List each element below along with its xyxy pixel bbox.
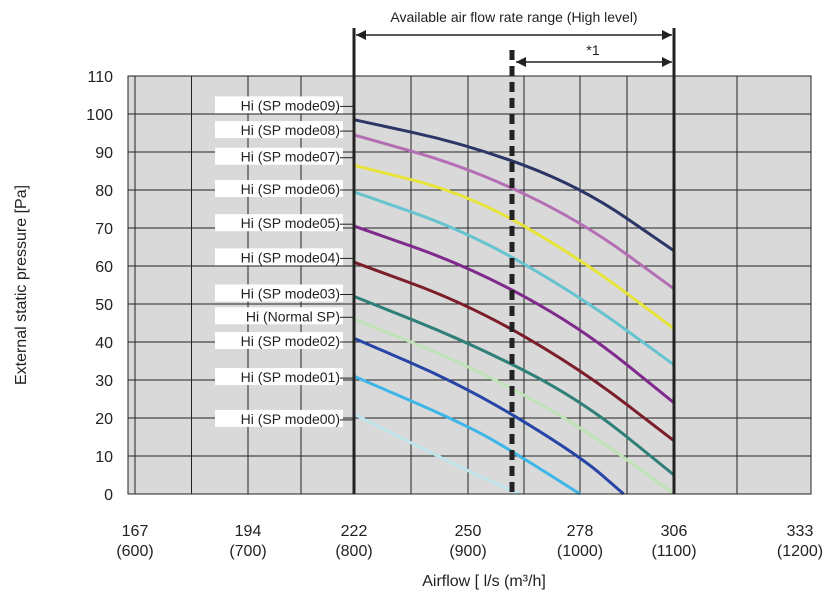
curve-label-bg	[215, 332, 343, 349]
series-line-0	[353, 118, 675, 253]
curve-label: Hi (SP mode00)	[241, 411, 340, 427]
x-axis-ticks: 167 (600) 194 (700) 222 (800) 250 (900) 278 (1000…	[116, 523, 823, 560]
series-line-3	[353, 190, 675, 367]
series-line-5	[353, 260, 675, 442]
y-tick-label: 100	[86, 107, 113, 124]
note-annotation-label: *1	[586, 42, 599, 58]
x-tick-sublabel: (1000)	[557, 543, 603, 560]
curve-label: Hi (SP mode08)	[241, 122, 340, 138]
x-tick-label: 278	[567, 523, 594, 540]
x-tick-sublabel: (1200)	[777, 543, 823, 560]
y-tick-label: 20	[95, 411, 113, 428]
curve-labels: Hi (SP mode09) Hi (SP mode08) Hi (SP mode0…	[215, 96, 354, 427]
x-tick-sublabel: (900)	[449, 543, 486, 560]
x-tick-sublabel: (600)	[116, 543, 153, 560]
curve-label: Hi (SP mode05)	[241, 215, 340, 231]
curve-label-bg	[215, 147, 343, 165]
curve-label: Hi (SP mode09)	[241, 97, 340, 113]
curve-label: Hi (SP mode04)	[241, 249, 340, 265]
series-line-9	[353, 374, 581, 496]
curve-label: Hi (Normal SP)	[246, 308, 340, 324]
x-tick-label: 333	[787, 523, 814, 540]
series-line-1	[353, 133, 675, 291]
y-tick-label: 60	[95, 259, 113, 276]
x-tick-label: 222	[341, 523, 368, 540]
x-tick-sublabel: (1100)	[651, 543, 696, 560]
x-tick-label: 306	[661, 523, 688, 540]
curve-label-bg	[215, 368, 343, 386]
x-tick-sublabel: (700)	[229, 543, 266, 560]
curve-label-bg	[215, 409, 343, 427]
x-tick-label: 250	[455, 523, 482, 540]
arrowhead-left	[516, 57, 526, 67]
curve-label-bg	[215, 284, 343, 302]
y-axis-ticks: 0 10 20 30 40 50 60 70 80 90 100 110	[86, 69, 113, 504]
curve-label-bg	[215, 307, 343, 325]
y-tick-label: 30	[95, 373, 113, 390]
x-tick-sublabel: (800)	[335, 543, 372, 560]
range-annotation-label: Available air flow rate range (High leve…	[390, 9, 637, 25]
y-tick-label: 40	[95, 335, 113, 352]
y-tick-label: 80	[95, 183, 113, 200]
y-tick-label: 50	[95, 297, 113, 314]
y-tick-label: 90	[95, 145, 113, 162]
curve-label-bg	[215, 180, 343, 197]
y-tick-label: 110	[87, 69, 113, 86]
x-tick-label: 194	[235, 523, 262, 540]
curve-label: Hi (SP mode06)	[241, 181, 340, 197]
y-tick-label: 0	[104, 487, 113, 504]
y-tick-label: 10	[95, 449, 113, 466]
series-line-7	[353, 317, 675, 496]
curve-label: Hi (SP mode01)	[241, 369, 340, 385]
plot-frame	[127, 75, 812, 495]
curve-label-bg	[215, 96, 343, 114]
y-tick-label: 70	[95, 221, 113, 238]
curve-label-bg	[215, 214, 343, 232]
x-tick-label: 167	[122, 523, 149, 540]
y-axis-title: External static pressure [Pa]	[13, 185, 30, 385]
arrowhead-right	[662, 30, 672, 40]
arrowhead-right	[662, 57, 672, 67]
curve-label: Hi (SP mode02)	[241, 333, 340, 349]
series-line-2	[353, 163, 675, 330]
series-line-8	[353, 336, 625, 496]
arrowhead-left	[356, 30, 366, 40]
curve-label-bg	[215, 121, 343, 139]
annotations: Available air flow rate range (High leve…	[356, 9, 672, 67]
range-lines	[352, 28, 676, 494]
curve-label: Hi (SP mode07)	[241, 149, 340, 165]
series-line-4	[353, 224, 675, 404]
x-axis-title: Airflow [ l/s (m³/h]	[422, 573, 546, 590]
curve-label: Hi (SP mode03)	[241, 286, 340, 302]
curve-label-bg	[215, 248, 343, 266]
series-line-6	[353, 295, 675, 477]
